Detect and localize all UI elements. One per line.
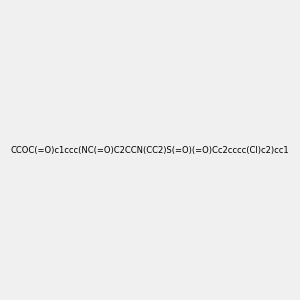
Text: CCOC(=O)c1ccc(NC(=O)C2CCN(CC2)S(=O)(=O)Cc2cccc(Cl)c2)cc1: CCOC(=O)c1ccc(NC(=O)C2CCN(CC2)S(=O)(=O)C… — [11, 146, 289, 154]
